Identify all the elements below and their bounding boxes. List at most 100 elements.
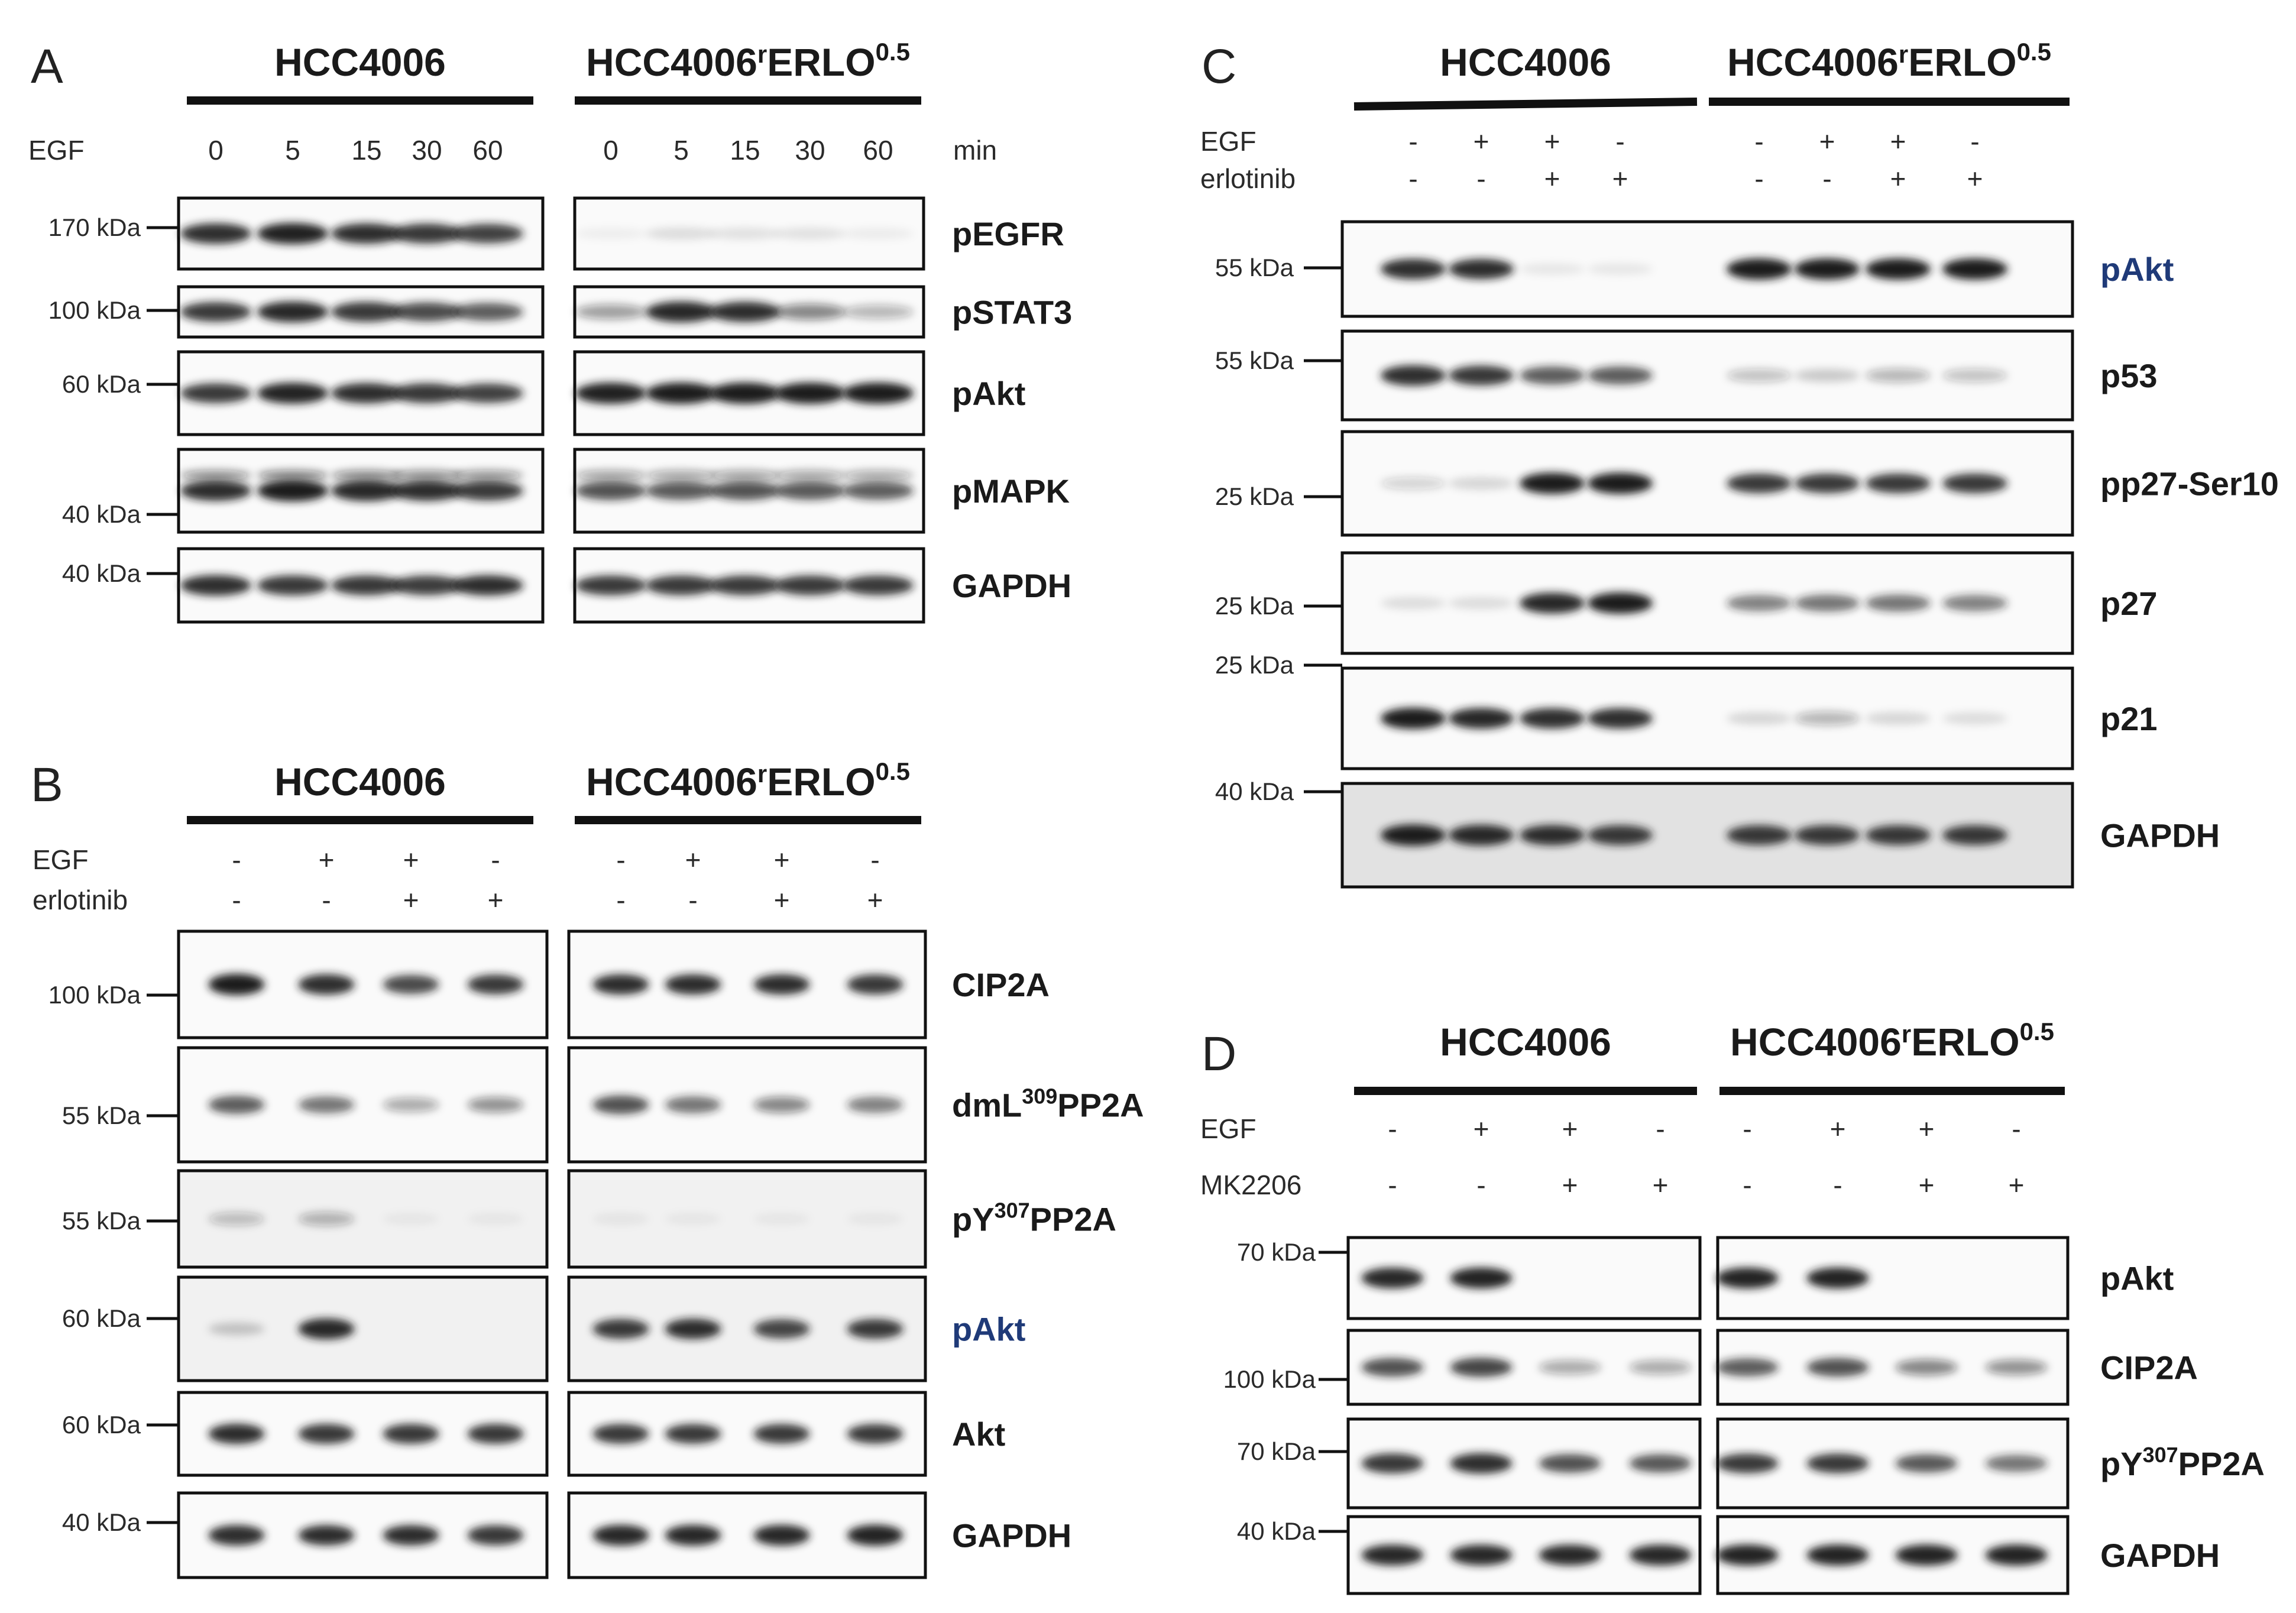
band xyxy=(391,575,462,595)
band xyxy=(1520,366,1585,385)
lane-value: - xyxy=(1656,1113,1664,1144)
protein-name: GAPDH xyxy=(2100,1537,2220,1574)
band xyxy=(331,302,402,322)
band xyxy=(592,1319,649,1339)
band xyxy=(575,481,646,500)
band xyxy=(208,1423,265,1444)
band xyxy=(665,1319,721,1339)
band xyxy=(665,1524,721,1546)
cell-line-name: HCC4006 xyxy=(1730,1020,1902,1064)
cell-line-name: HCC4006 xyxy=(586,40,757,84)
band xyxy=(1381,824,1446,846)
band xyxy=(1727,712,1792,725)
protein-label: CIP2A xyxy=(2100,1349,2198,1387)
lane-value: + xyxy=(488,885,504,915)
band-upper xyxy=(180,470,251,481)
band xyxy=(1727,473,1792,494)
lane-value: + xyxy=(2009,1170,2025,1200)
lane-value: + xyxy=(1474,126,1489,157)
protein-name: CIP2A xyxy=(952,966,1050,1003)
lane-value: 60 xyxy=(863,135,893,166)
mw-marker-label: 25 kDa xyxy=(1215,651,1294,679)
band xyxy=(208,1525,265,1546)
band xyxy=(1449,824,1514,846)
blot-row: 100 kDa CIP2A xyxy=(48,929,1050,1039)
band xyxy=(1361,1544,1424,1566)
band xyxy=(1588,825,1653,846)
lane-value: 15 xyxy=(351,135,381,166)
protein-label: GAPDH xyxy=(952,567,1071,604)
band xyxy=(452,224,523,244)
lane-value: - xyxy=(1833,1170,1842,1200)
band xyxy=(1985,1455,2048,1472)
lane-value: - xyxy=(688,885,697,915)
band xyxy=(1539,1360,1601,1375)
mw-marker-label: 40 kDa xyxy=(62,500,141,528)
lane-value: + xyxy=(1919,1170,1935,1200)
treatment-label: EGF xyxy=(1200,126,1257,157)
lane-value: + xyxy=(1562,1170,1578,1200)
cell-line-name: HCC4006 xyxy=(274,40,446,84)
lane-value: - xyxy=(1388,1113,1397,1144)
band xyxy=(1629,1360,1692,1375)
band xyxy=(753,1097,810,1113)
band xyxy=(1520,825,1585,846)
protein-label: pAkt xyxy=(2100,251,2174,288)
blot-row: 60 kDa pAkt xyxy=(62,350,1025,436)
band xyxy=(1866,712,1931,725)
protein-name: Akt xyxy=(952,1416,1005,1453)
lane-value: + xyxy=(1830,1113,1846,1144)
band xyxy=(1795,711,1860,725)
lane-value: 0 xyxy=(208,135,224,166)
mw-marker-label: 70 kDa xyxy=(1237,1238,1316,1266)
lane-value: - xyxy=(616,844,625,875)
lane-value: - xyxy=(232,885,241,915)
band xyxy=(1539,1454,1601,1473)
mw-marker-label: 55 kDa xyxy=(1215,254,1294,281)
protein-sup: 307 xyxy=(2143,1443,2178,1467)
band xyxy=(847,1213,903,1225)
band xyxy=(257,301,328,323)
protein-label: pAkt xyxy=(952,1311,1025,1348)
band xyxy=(1520,472,1585,494)
band xyxy=(1942,595,2007,611)
cell-line-label: HCC4006 xyxy=(1440,1020,1611,1064)
band-upper xyxy=(257,470,328,481)
band xyxy=(1449,258,1514,280)
protein-rest: PP2A xyxy=(2178,1445,2265,1482)
band xyxy=(646,227,717,240)
panel-letter: D xyxy=(1202,1027,1236,1081)
band xyxy=(391,224,462,244)
blot-row: 40 kDa GAPDH xyxy=(62,1491,1071,1579)
band xyxy=(1806,1267,1869,1289)
cell-line-sup: r xyxy=(757,40,767,68)
band xyxy=(1381,597,1446,610)
band xyxy=(298,1212,355,1226)
band xyxy=(1449,365,1514,386)
band xyxy=(257,480,328,501)
cell-line-rest: ERLO xyxy=(767,40,875,84)
band xyxy=(1381,258,1446,280)
band xyxy=(452,481,523,501)
lane-value: 60 xyxy=(472,135,503,166)
cell-line-sup2: 0.5 xyxy=(2017,38,2051,66)
protein-label: p21 xyxy=(2100,700,2158,737)
lane-value: + xyxy=(1890,126,1906,157)
lane-value: + xyxy=(1474,1113,1489,1144)
band xyxy=(1381,477,1446,490)
protein-name: dmL xyxy=(952,1087,1022,1124)
band xyxy=(452,575,523,596)
band xyxy=(467,1213,524,1225)
protein-label: CIP2A xyxy=(952,966,1050,1003)
lane-value: - xyxy=(870,844,879,875)
band xyxy=(753,1319,810,1339)
band xyxy=(1942,258,2007,280)
band xyxy=(775,228,846,239)
band xyxy=(1795,594,1860,612)
band xyxy=(847,1096,903,1113)
cell-line-sup2: 0.5 xyxy=(876,757,910,785)
band xyxy=(775,575,846,595)
